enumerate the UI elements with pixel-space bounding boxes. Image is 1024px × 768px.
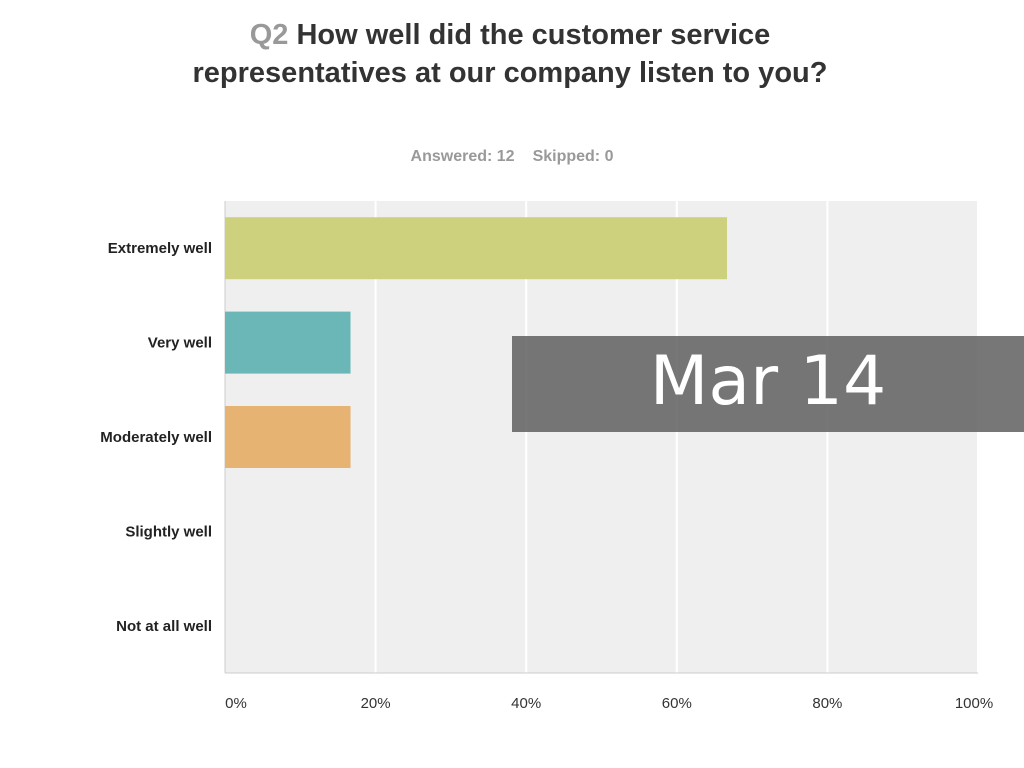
answered-count: Answered: 12 [410, 148, 515, 165]
x-tick-label: 60% [662, 695, 692, 712]
x-tick-label: 100% [955, 695, 993, 712]
category-label: Very well [148, 335, 212, 352]
bar-very-well [225, 311, 351, 374]
question-number: Q2 [249, 19, 289, 51]
category-label: Extremely well [108, 240, 212, 257]
date-overlay: Mar 14 [512, 336, 1024, 432]
x-tick-label: 0% [225, 695, 247, 712]
skipped-count: Skipped: 0 [532, 148, 614, 165]
date-overlay-text: Mar 14 [649, 342, 887, 421]
bar-extremely-well [225, 217, 728, 280]
question-text: How well did the customer service repres… [192, 19, 828, 89]
category-label: Moderately well [100, 429, 212, 446]
chart-title: Q2 How well did the customer service rep… [150, 16, 870, 92]
response-stats: Answered: 12 Skipped: 0 [0, 148, 1024, 166]
category-label: Not at all well [116, 618, 212, 635]
x-tick-label: 20% [361, 695, 391, 712]
category-label: Slightly well [125, 523, 212, 540]
x-tick-label: 40% [511, 695, 541, 712]
bar-moderately-well [225, 406, 351, 468]
x-tick-label: 80% [812, 695, 842, 712]
